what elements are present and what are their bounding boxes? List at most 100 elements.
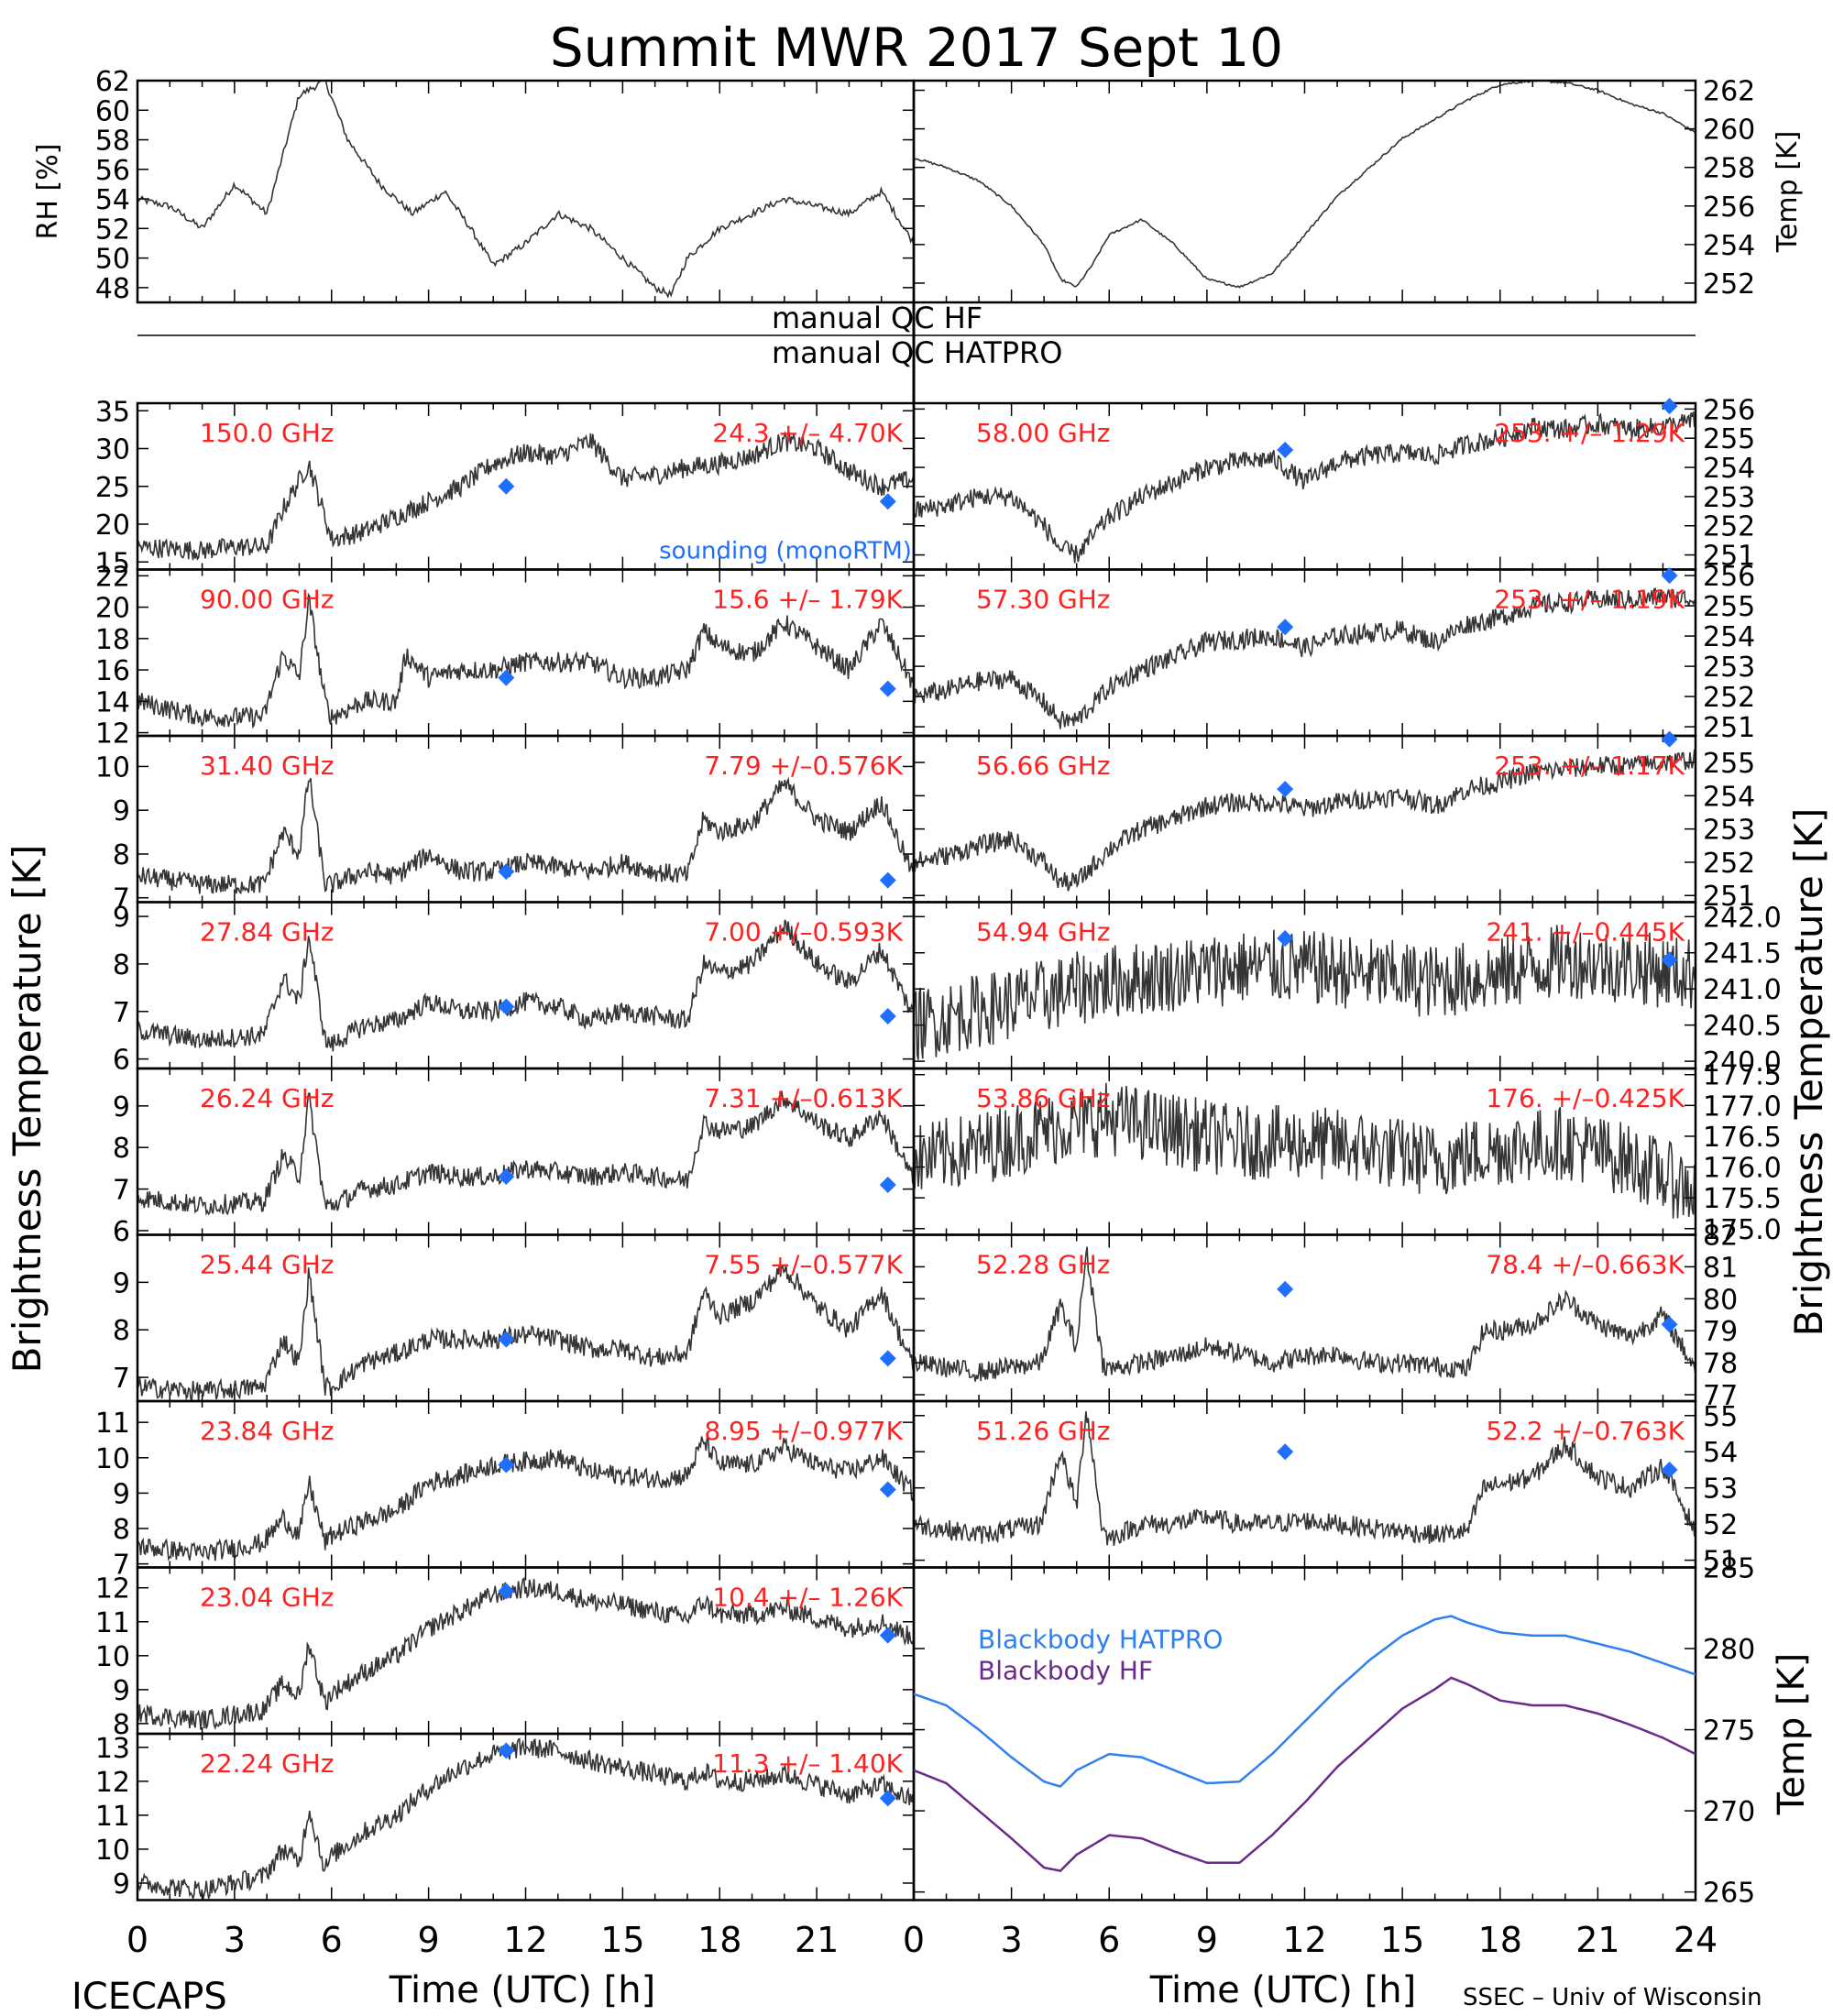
sounding-marker — [879, 1350, 896, 1367]
channel-label: 22.24 GHz — [200, 1748, 335, 1779]
channel-stat: 253. +/– 1.19K — [1494, 585, 1685, 615]
y-tick-label: 48 — [95, 273, 130, 305]
channel-label: 150.0 GHz — [200, 418, 335, 448]
y-tick-label: 253 — [1703, 815, 1755, 847]
y-tick-label: 16 — [95, 655, 130, 687]
sounding-marker — [879, 680, 896, 697]
y-tick-label: 62 — [95, 66, 130, 98]
y-tick-label: 78 — [1703, 1348, 1738, 1380]
x-tick-label: 15 — [1380, 1920, 1424, 1960]
y-tick-label: 15 — [95, 547, 130, 579]
blackbody-line-1 — [913, 1676, 1696, 1872]
sounding-marker — [1277, 441, 1294, 458]
y-tick-label: 251 — [1703, 541, 1755, 573]
channel-label: 58.00 GHz — [976, 418, 1111, 448]
data-trace-p52 — [913, 1246, 1696, 1382]
y-tick-label: 240.5 — [1703, 1011, 1782, 1043]
y-tick-label: 7 — [113, 1363, 130, 1395]
channel-label: 23.04 GHz — [200, 1583, 335, 1613]
data-trace-p25 — [137, 1264, 915, 1402]
sounding-marker — [498, 1456, 515, 1474]
channel-label: 56.66 GHz — [976, 751, 1111, 781]
x-tick-label: 21 — [795, 1920, 839, 1960]
data-trace-p23_0 — [137, 1576, 915, 1731]
y-tick-label: 12 — [95, 1767, 130, 1799]
y-tick-label: 54 — [1703, 1437, 1738, 1469]
x-tick-label: 18 — [697, 1920, 741, 1960]
y-tick-label: 56 — [95, 155, 130, 187]
sounding-marker — [1661, 951, 1678, 969]
x-tick-label: 0 — [903, 1920, 925, 1960]
y-tick-label: 7 — [113, 997, 130, 1029]
sounding-marker — [1661, 730, 1678, 748]
channel-label: 90.00 GHz — [200, 585, 335, 615]
x-tick-label: 12 — [1282, 1920, 1326, 1960]
y-tick-label: 255 — [1703, 748, 1755, 780]
y-tick-label: 35 — [95, 396, 130, 428]
y-tick-label: 6 — [113, 1045, 130, 1077]
sounding-marker — [498, 1167, 515, 1185]
y-tick-label: 20 — [95, 593, 130, 625]
channel-stat: 253. +/– 1.29K — [1494, 418, 1685, 448]
sounding-marker — [1277, 1280, 1294, 1298]
y-tick-label: 9 — [113, 1675, 130, 1707]
channel-stat: 15.6 +/– 1.79K — [712, 585, 903, 615]
y-tick-label: 11 — [95, 1408, 130, 1440]
y-tick-label: 18 — [95, 624, 130, 656]
qc-label-hatpro: manual QC HATPRO — [772, 335, 1062, 370]
channel-label: 25.44 GHz — [200, 1250, 335, 1280]
y-tick-label: 265 — [1703, 1878, 1755, 1910]
footer-icecaps: ICECAPS — [71, 1976, 227, 2016]
y-tick-label: 9 — [113, 795, 130, 827]
y-tick-label: 12 — [95, 1573, 130, 1605]
channel-stat: 7.55 +/–0.577K — [704, 1250, 903, 1280]
data-trace-p56 — [913, 749, 1696, 892]
y-tick-label: 251 — [1703, 712, 1755, 744]
y-tick-label: 255 — [1703, 591, 1755, 623]
x-tick-label: 9 — [1196, 1920, 1218, 1960]
y-tick-label: 12 — [95, 718, 130, 751]
channel-stat: 7.79 +/–0.576K — [704, 751, 903, 781]
y-tick-label: 254 — [1703, 781, 1755, 813]
x-tick-label: 18 — [1478, 1920, 1522, 1960]
channel-label: 51.26 GHz — [976, 1416, 1111, 1446]
qc-strip: manual QC HF manual QC HATPRO — [137, 301, 1696, 370]
channel-stat: 52.2 +/–0.763K — [1486, 1416, 1685, 1446]
sounding-marker — [1277, 1443, 1294, 1461]
y-tick-label: 270 — [1703, 1796, 1755, 1828]
y-tick-label: 60 — [95, 95, 130, 127]
x-tick-label: 0 — [126, 1920, 148, 1960]
x-tick-label: 6 — [321, 1920, 343, 1960]
y-tick-label: 175.0 — [1703, 1214, 1782, 1246]
y-tick-label: 10 — [95, 751, 130, 783]
sounding-marker — [879, 493, 896, 510]
y-tick-label: 22 — [95, 561, 130, 593]
sounding-marker — [879, 871, 896, 889]
channel-label: 53.86 GHz — [976, 1083, 1111, 1113]
y-tick-label: 240.0 — [1703, 1046, 1782, 1079]
y-tick-label: 9 — [113, 1091, 130, 1123]
y-tick-label: 9 — [113, 1478, 130, 1510]
sounding-marker — [879, 1627, 896, 1644]
data-trace-rh — [137, 80, 915, 299]
y-tick-label: 11 — [95, 1607, 130, 1639]
sounding-marker — [879, 1177, 896, 1194]
sounding-marker — [498, 863, 515, 881]
blackbody-legend-0: Blackbody HATPRO — [978, 1625, 1223, 1655]
x-axis-label-right: Time (UTC) [h] — [1149, 1969, 1416, 2011]
y-tick-label: 252 — [1703, 682, 1755, 714]
x-tick-label: 24 — [1674, 1920, 1718, 1960]
footer-credit: SSEC – Univ of Wisconsin — [1463, 1984, 1762, 2011]
y-tick-label: 58 — [95, 126, 130, 158]
x-tick-label: 21 — [1575, 1920, 1619, 1960]
y-tick-label: 7 — [113, 1175, 130, 1207]
y-tick-label: 256 — [1703, 394, 1755, 426]
channel-stat: 7.31 +/–0.613K — [704, 1083, 903, 1113]
channel-label: 57.30 GHz — [976, 585, 1111, 615]
sounding-marker — [879, 1790, 896, 1807]
y-tick-label: 258 — [1703, 153, 1755, 185]
y-tick-label: 176.0 — [1703, 1153, 1782, 1185]
x-tick-label: 6 — [1098, 1920, 1120, 1960]
y-tick-label: 255 — [1703, 423, 1755, 455]
y-tick-label: 175.5 — [1703, 1183, 1782, 1215]
